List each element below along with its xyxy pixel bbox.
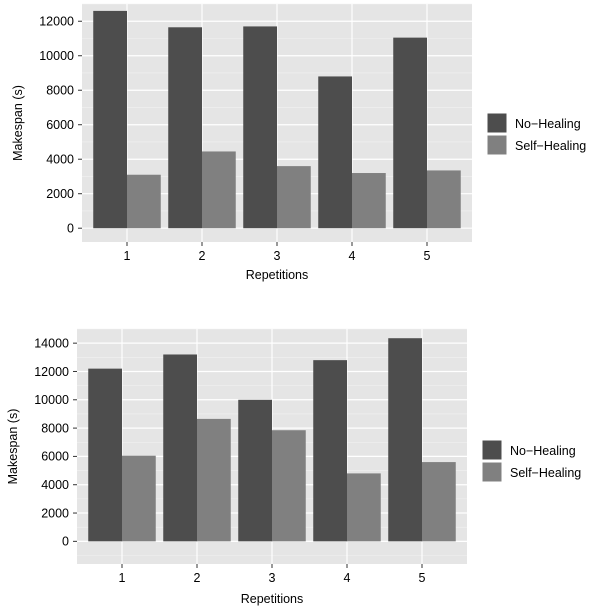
bar-self-healing-4 <box>347 473 381 542</box>
chart-panel-1: 0 2000 4000 6000 8000 10000 12000 1 2 3 4 5 Repetiti… <box>11 3 586 282</box>
y-tick-label: 0 <box>62 535 69 549</box>
y-tick-label: 12000 <box>39 15 74 29</box>
legend-key <box>481 461 503 483</box>
y-axis-title: Makespan (s) <box>6 409 20 485</box>
bar-no-healing-5 <box>388 338 422 542</box>
bar-no-healing-3 <box>243 26 277 229</box>
y-tick-label: 0 <box>67 222 74 236</box>
bar-no-healing-1 <box>93 10 127 229</box>
y-tick-label: 8000 <box>46 84 74 98</box>
x-tick-label: 3 <box>269 571 276 585</box>
x-tick-label: 2 <box>199 249 206 263</box>
legend-key <box>481 439 503 461</box>
x-tick-label: 5 <box>424 249 431 263</box>
x-tick-label: 2 <box>194 571 201 585</box>
y-tick-label: 14000 <box>34 336 69 350</box>
x-tick-label: 4 <box>349 249 356 263</box>
x-tick-label: 5 <box>419 571 426 585</box>
y-tick-label: 4000 <box>46 153 74 167</box>
bar-no-healing-2 <box>163 354 197 542</box>
legend-label: Self−Healing <box>515 139 586 153</box>
bar-no-healing-4 <box>318 76 352 229</box>
legend-label: Self−Healing <box>510 466 581 480</box>
legend-key <box>486 112 508 134</box>
legend-label: No−Healing <box>510 444 576 458</box>
bar-no-healing-1 <box>88 368 122 542</box>
bar-no-healing-2 <box>168 27 202 229</box>
bar-self-healing-1 <box>122 455 156 542</box>
bar-self-healing-2 <box>202 151 236 229</box>
chart-panel-2: 0 2000 4000 6000 8000 10000 12000 14000 1 2 3 4 5 Rep… <box>6 328 581 606</box>
y-tick-label: 8000 <box>41 421 69 435</box>
x-axis-title: Repetitions <box>241 592 304 606</box>
y-tick-label: 4000 <box>41 478 69 492</box>
legend: No−Healing Self−Healing <box>481 439 581 483</box>
y-tick-label: 10000 <box>39 49 74 63</box>
x-tick-label: 1 <box>119 571 126 585</box>
bar-no-healing-4 <box>313 360 347 542</box>
bar-self-healing-5 <box>427 170 461 229</box>
y-tick-label: 12000 <box>34 365 69 379</box>
x-axis-title: Repetitions <box>246 268 309 282</box>
x-tick-label: 4 <box>344 571 351 585</box>
x-tick-label: 1 <box>124 249 131 263</box>
bar-self-healing-5 <box>422 462 456 542</box>
bar-no-healing-3 <box>238 399 272 542</box>
bar-self-healing-1 <box>127 174 161 229</box>
y-axis-title: Makespan (s) <box>11 85 25 161</box>
bar-self-healing-2 <box>197 418 231 542</box>
y-tick-label: 6000 <box>46 118 74 132</box>
legend-key <box>486 134 508 156</box>
y-tick-label: 10000 <box>34 393 69 407</box>
y-tick-label: 6000 <box>41 450 69 464</box>
bar-self-healing-3 <box>272 430 306 542</box>
legend-label: No−Healing <box>515 117 581 131</box>
x-tick-label: 3 <box>274 249 281 263</box>
y-tick-label: 2000 <box>41 506 69 520</box>
y-tick-label: 2000 <box>46 187 74 201</box>
legend: No−Healing Self−Healing <box>486 112 586 156</box>
bar-self-healing-3 <box>277 166 311 229</box>
bar-no-healing-5 <box>393 37 427 229</box>
bar-self-healing-4 <box>352 173 386 229</box>
